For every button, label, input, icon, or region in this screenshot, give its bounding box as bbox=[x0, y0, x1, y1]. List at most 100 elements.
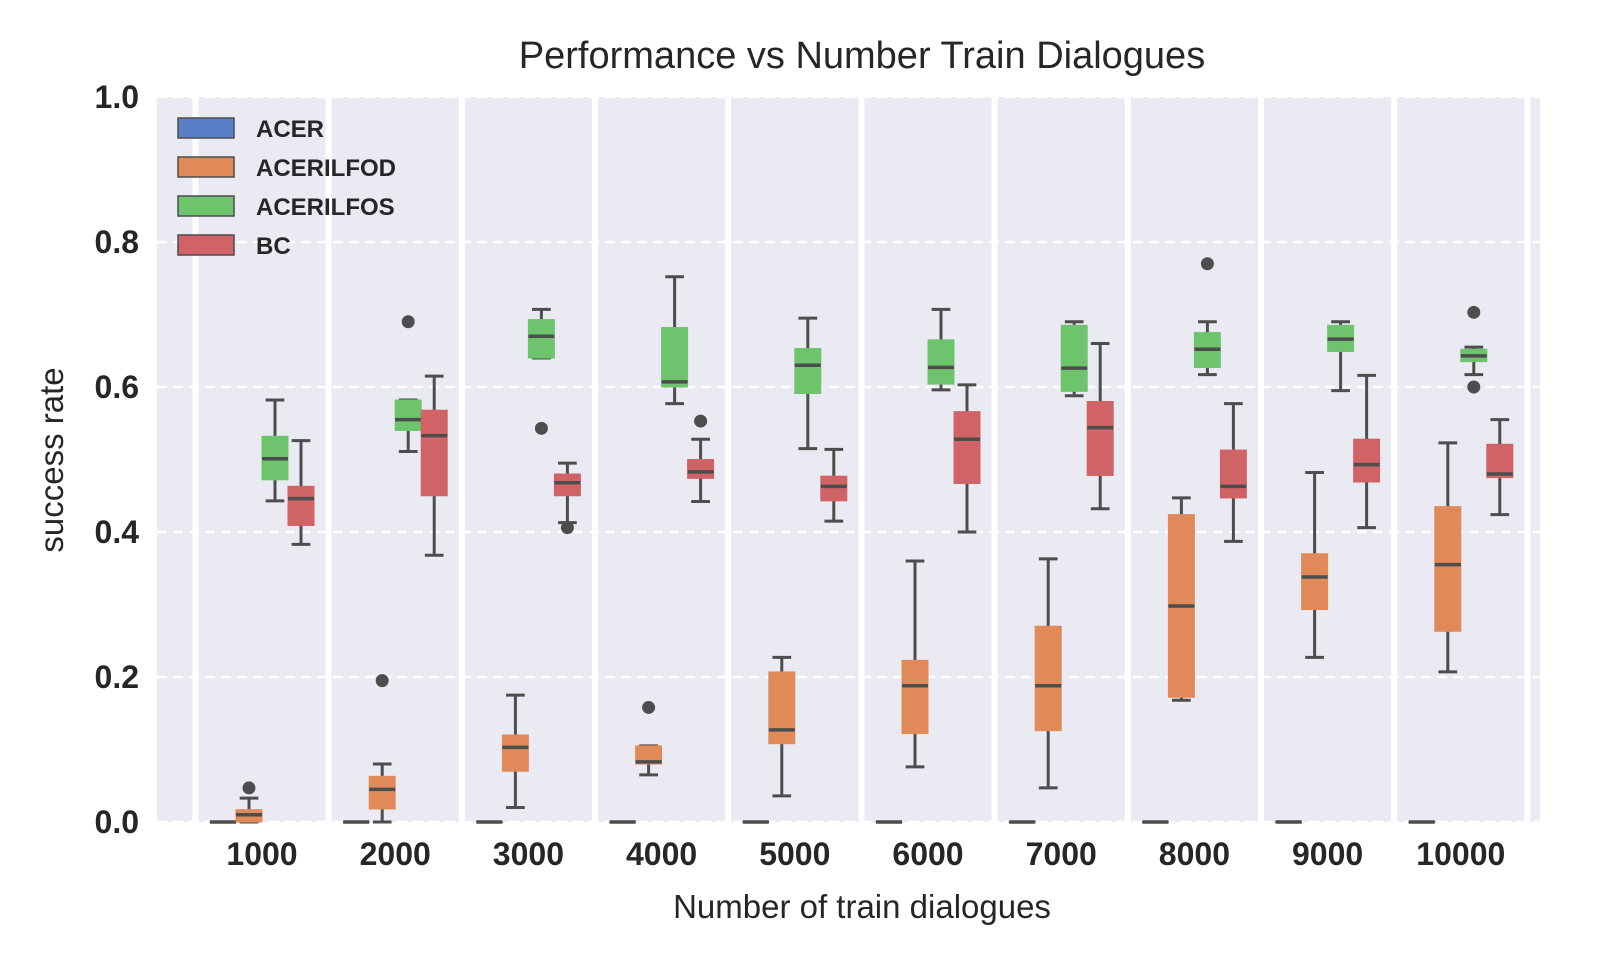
legend-swatch bbox=[177, 234, 235, 256]
box-ACERILFOS-8000 bbox=[1193, 257, 1221, 377]
outlier-point bbox=[1200, 257, 1214, 271]
box-ACERILFOD-8000 bbox=[1167, 496, 1195, 702]
box-body bbox=[1434, 506, 1462, 632]
box-BC-1000 bbox=[287, 439, 315, 546]
x-tick-label: 9000 bbox=[1292, 836, 1363, 872]
x-tick-label: 1000 bbox=[226, 836, 297, 872]
box-BC-2000 bbox=[420, 374, 448, 557]
box-body bbox=[287, 485, 315, 526]
box-ACERILFOS-1000 bbox=[261, 398, 289, 503]
box-ACER-1000 bbox=[209, 820, 237, 824]
x-tick-label: 3000 bbox=[493, 836, 564, 872]
box-body bbox=[1301, 553, 1329, 611]
box-ACER-9000 bbox=[1275, 820, 1303, 824]
x-tick-label: 8000 bbox=[1159, 836, 1230, 872]
box-ACERILFOS-6000 bbox=[927, 307, 955, 392]
box-ACERILFOS-4000 bbox=[661, 275, 689, 406]
box-ACER-4000 bbox=[609, 820, 637, 824]
box-ACERILFOD-9000 bbox=[1301, 471, 1329, 659]
legend-label: ACERILFOD bbox=[256, 155, 396, 182]
grid-lines bbox=[157, 95, 1540, 824]
box-body bbox=[768, 671, 796, 745]
box-ACER-2000 bbox=[342, 820, 370, 824]
outlier-point bbox=[560, 521, 574, 535]
box-body bbox=[635, 745, 663, 765]
outlier-point bbox=[1467, 380, 1481, 394]
box-ACERILFOS-7000 bbox=[1060, 320, 1088, 398]
box-ACERILFOS-3000 bbox=[527, 307, 555, 435]
box-ACERILFOS-10000 bbox=[1460, 305, 1488, 394]
legend-swatch bbox=[177, 117, 235, 139]
box-ACERILFOD-5000 bbox=[768, 655, 796, 798]
box-body bbox=[553, 473, 581, 497]
x-tick-label: 6000 bbox=[892, 836, 963, 872]
outlier-point bbox=[534, 421, 548, 435]
box-ACER-6000 bbox=[875, 820, 903, 824]
box-ACER-8000 bbox=[1141, 820, 1169, 824]
box-BC-8000 bbox=[1219, 402, 1247, 543]
box-body bbox=[687, 459, 715, 479]
outlier-point bbox=[401, 315, 415, 329]
box-body bbox=[794, 348, 822, 395]
box-ACER-10000 bbox=[1408, 820, 1436, 824]
legend-swatch bbox=[177, 156, 235, 178]
y-axis-label: success rate bbox=[33, 367, 70, 552]
y-tick-label: 0.4 bbox=[95, 514, 140, 550]
box-body bbox=[394, 399, 422, 431]
x-tick-label: 5000 bbox=[759, 836, 830, 872]
box-BC-5000 bbox=[820, 447, 848, 523]
box-body bbox=[527, 319, 555, 359]
box-body bbox=[927, 339, 955, 385]
legend-label: ACER bbox=[256, 116, 324, 143]
box-body bbox=[1086, 401, 1114, 476]
box-BC-7000 bbox=[1086, 342, 1114, 511]
box-ACERILFOD-10000 bbox=[1434, 441, 1462, 674]
box-BC-4000 bbox=[687, 414, 715, 504]
box-body bbox=[1219, 449, 1247, 499]
box-body bbox=[1486, 443, 1514, 479]
x-tick-label: 2000 bbox=[360, 836, 431, 872]
x-tick-label: 7000 bbox=[1026, 836, 1097, 872]
box-body bbox=[368, 775, 396, 810]
y-tick-label: 1.0 bbox=[95, 79, 139, 115]
outlier-point bbox=[694, 414, 708, 428]
box-ACERILFOD-4000 bbox=[635, 700, 663, 777]
box-ACERILFOD-7000 bbox=[1034, 557, 1062, 790]
y-tick-label: 0.2 bbox=[95, 659, 139, 695]
box-body bbox=[420, 409, 448, 497]
y-tick-label: 0.8 bbox=[95, 224, 139, 260]
box-ACERILFOD-1000 bbox=[235, 781, 263, 824]
box-body bbox=[661, 327, 689, 388]
y-tick-label: 0.6 bbox=[95, 369, 139, 405]
box-ACERILFOS-2000 bbox=[394, 315, 422, 454]
legend: ACER ACERILFOD ACERILFOS BC bbox=[177, 116, 396, 260]
box-body bbox=[1353, 438, 1381, 483]
outlier-point bbox=[375, 674, 389, 688]
box-ACER-5000 bbox=[742, 820, 770, 824]
x-tick-label: 4000 bbox=[626, 836, 697, 872]
y-axis-ticks: 0.0 0.2 0.4 0.6 0.8 1.0 bbox=[95, 79, 140, 840]
box-BC-9000 bbox=[1353, 373, 1381, 530]
legend-label: ACERILFOS bbox=[256, 194, 395, 221]
box-BC-6000 bbox=[953, 383, 981, 534]
box-ACER-7000 bbox=[1008, 820, 1036, 824]
x-axis-label: Number of train dialogues bbox=[673, 888, 1051, 925]
outlier-point bbox=[642, 700, 656, 714]
box-ACERILFOD-2000 bbox=[368, 674, 396, 824]
box-ACERILFOS-5000 bbox=[794, 316, 822, 451]
box-BC-3000 bbox=[553, 461, 581, 535]
plot-area bbox=[157, 97, 1540, 822]
x-axis-ticks: 1000 2000 3000 4000 5000 6000 7000 8000 9000 1000… bbox=[226, 836, 1505, 872]
box-body bbox=[501, 734, 529, 772]
box-ACERILFOS-9000 bbox=[1327, 320, 1355, 393]
box-ACERILFOD-6000 bbox=[901, 559, 929, 769]
box-BC-10000 bbox=[1486, 418, 1514, 517]
box-body bbox=[1060, 324, 1088, 392]
box-body bbox=[901, 659, 929, 735]
box-body bbox=[953, 411, 981, 484]
outlier-point bbox=[1467, 305, 1481, 319]
y-tick-label: 0.0 bbox=[95, 804, 139, 840]
boxplots bbox=[209, 257, 1514, 824]
box-body bbox=[1034, 625, 1062, 732]
